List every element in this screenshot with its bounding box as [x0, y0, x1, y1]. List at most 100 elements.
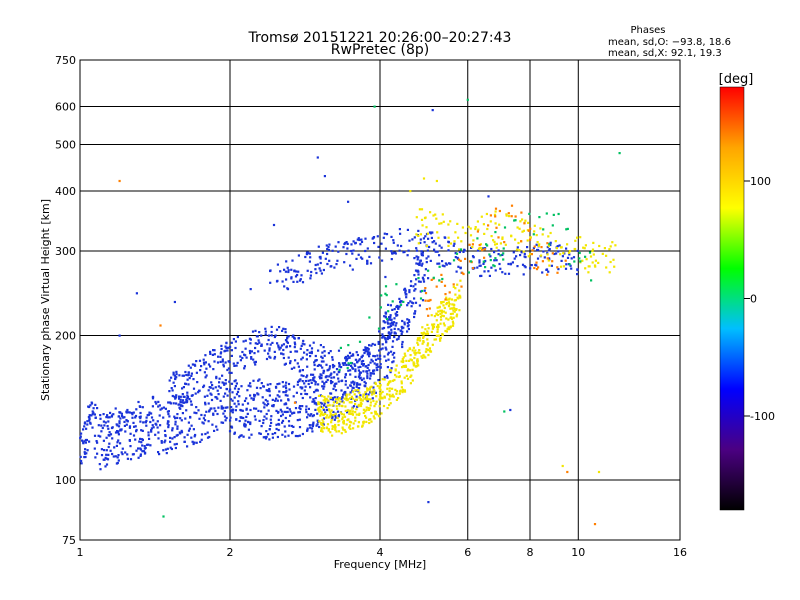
- data-point: [217, 406, 220, 409]
- data-point: [338, 403, 341, 406]
- data-point: [135, 408, 138, 411]
- data-point: [268, 355, 271, 358]
- data-point: [392, 241, 395, 244]
- data-point: [435, 325, 439, 328]
- data-point: [170, 447, 173, 451]
- data-point: [438, 222, 441, 225]
- data-point: [439, 336, 442, 339]
- data-point: [164, 407, 167, 410]
- data-point: [326, 247, 329, 251]
- data-point: [400, 325, 403, 328]
- data-point: [564, 259, 567, 262]
- data-point: [371, 391, 374, 394]
- data-point: [178, 403, 181, 406]
- data-point: [439, 315, 442, 318]
- data-point: [354, 358, 357, 361]
- data-point: [400, 380, 403, 383]
- data-point: [440, 273, 443, 276]
- data-point: [455, 315, 458, 318]
- data-point: [452, 309, 455, 312]
- data-point: [400, 244, 403, 248]
- data-point: [501, 271, 504, 274]
- data-point: [400, 386, 403, 389]
- data-point: [298, 370, 301, 373]
- data-point: [212, 387, 215, 390]
- data-point: [174, 396, 178, 399]
- data-point: [299, 386, 302, 389]
- data-point: [386, 336, 390, 339]
- data-point: [174, 397, 177, 400]
- data-point: [207, 389, 210, 392]
- data-point: [243, 365, 246, 368]
- data-point: [199, 369, 202, 372]
- data-point: [337, 380, 340, 383]
- data-point: [229, 416, 232, 419]
- data-point: [379, 366, 382, 369]
- data-point: [386, 353, 390, 356]
- data-point: [426, 348, 429, 352]
- data-point: [459, 259, 462, 262]
- data-point: [341, 396, 344, 399]
- data-point: [388, 316, 391, 319]
- data-point: [269, 281, 272, 284]
- data-point: [404, 291, 407, 294]
- data-point: [348, 424, 352, 427]
- data-point: [268, 428, 271, 431]
- data-point: [590, 279, 593, 282]
- data-point: [88, 419, 91, 422]
- data-point: [337, 241, 340, 244]
- data-point: [263, 403, 266, 406]
- data-point: [250, 397, 253, 400]
- data-point: [547, 235, 550, 238]
- data-point: [469, 227, 472, 230]
- data-point: [263, 406, 266, 409]
- data-point: [298, 379, 301, 383]
- data-point: [451, 312, 454, 315]
- data-point: [454, 299, 457, 302]
- data-point: [527, 255, 530, 258]
- data-point: [570, 257, 573, 260]
- data-point: [351, 268, 354, 271]
- data-point: [222, 406, 225, 409]
- data-point: [166, 447, 169, 450]
- data-point: [270, 330, 273, 334]
- data-point: [480, 247, 483, 250]
- data-point: [244, 354, 247, 357]
- data-point: [170, 387, 173, 390]
- data-point: [480, 215, 483, 218]
- data-point: [413, 236, 416, 239]
- data-point: [292, 425, 295, 428]
- data-point: [277, 344, 280, 347]
- data-point: [186, 397, 189, 400]
- data-point: [469, 234, 473, 237]
- data-point: [204, 432, 207, 436]
- data-point: [561, 464, 564, 468]
- data-point: [403, 352, 406, 355]
- data-point: [386, 366, 389, 369]
- data-point: [109, 433, 113, 436]
- data-point: [414, 301, 418, 304]
- data-point: [377, 365, 380, 368]
- data-point: [391, 340, 395, 343]
- data-point: [584, 244, 587, 247]
- data-point: [245, 407, 248, 410]
- data-point: [264, 437, 268, 440]
- data-point: [276, 411, 280, 414]
- data-point: [383, 315, 386, 318]
- data-point: [369, 391, 372, 394]
- data-point: [395, 398, 398, 401]
- data-point: [339, 411, 342, 414]
- data-point: [342, 413, 345, 416]
- data-point: [344, 383, 347, 386]
- data-point: [332, 387, 335, 390]
- data-point: [578, 257, 581, 260]
- data-point: [522, 250, 525, 253]
- data-point: [100, 454, 104, 457]
- data-point: [235, 364, 238, 367]
- data-point: [605, 266, 608, 269]
- data-point: [361, 424, 364, 427]
- data-point: [293, 336, 296, 339]
- data-point: [164, 439, 167, 442]
- data-point: [440, 309, 443, 312]
- data-point: [116, 430, 119, 433]
